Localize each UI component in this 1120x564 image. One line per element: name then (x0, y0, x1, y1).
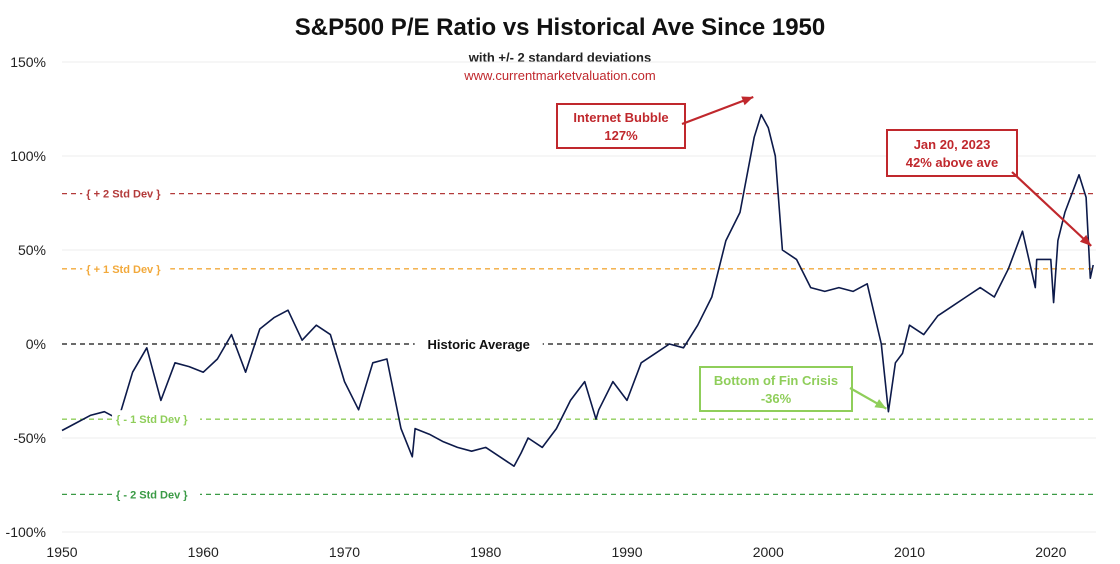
std-dev-label: { + 1 Std Dev } (86, 264, 161, 276)
chart-title: S&P500 P/E Ratio vs Historical Ave Since… (294, 14, 826, 41)
fin-crisis-annotation-line1: Bottom of Fin Crisis (714, 373, 838, 388)
internet-bubble-annotation-line2: 127% (604, 128, 638, 143)
y-tick-label: -50% (13, 430, 46, 446)
x-tick-label: 1960 (188, 544, 219, 560)
x-tick-label: 2010 (894, 544, 925, 560)
y-tick-label: 0% (26, 336, 46, 352)
y-tick-label: -100% (6, 524, 46, 540)
x-tick-label: 1950 (46, 544, 77, 560)
std-dev-label: { - 1 Std Dev } (116, 414, 188, 426)
internet-bubble-annotation-line1: Internet Bubble (573, 110, 668, 125)
std-dev-label-bg (112, 410, 201, 429)
historic-average-label-bg (414, 334, 543, 354)
jan-2023-annotation-arrowhead (1079, 234, 1092, 246)
std-dev-label: { - 2 Std Dev } (116, 489, 188, 501)
historic-average-label: Historic Average (428, 337, 530, 352)
jan-2023-annotation-arrow (1011, 171, 1092, 247)
y-tick-label: 150% (10, 54, 46, 70)
std-dev-label-bg (82, 259, 171, 278)
std-dev-label-bg (82, 184, 171, 203)
internet-bubble-annotation-box (556, 103, 686, 149)
source-url: www.currentmarketvaluation.com (464, 68, 656, 83)
jan-2023-annotation-box (886, 129, 1018, 177)
jan-2023-annotation-line2: 42% above ave (906, 155, 999, 170)
chart-subtitle: with +/- 2 standard deviations (468, 50, 652, 65)
y-tick-label: 100% (10, 148, 46, 164)
fin-crisis-annotation-line2: -36% (761, 391, 792, 406)
fin-crisis-annotation-arrowhead (874, 399, 887, 409)
internet-bubble-annotation-arrowhead (741, 96, 754, 106)
std-dev-label-bg (112, 485, 201, 504)
y-tick-label: 50% (18, 242, 46, 258)
x-tick-label: 2000 (753, 544, 784, 560)
x-tick-label: 1970 (329, 544, 360, 560)
pe-ratio-line (61, 113, 1094, 467)
std-dev-label: { + 2 Std Dev } (86, 189, 161, 201)
internet-bubble-annotation-arrow (681, 95, 754, 126)
x-tick-label: 1980 (470, 544, 501, 560)
x-tick-label: 1990 (611, 544, 642, 560)
jan-2023-annotation-line1: Jan 20, 2023 (914, 137, 991, 152)
x-tick-label: 2020 (1035, 544, 1066, 560)
